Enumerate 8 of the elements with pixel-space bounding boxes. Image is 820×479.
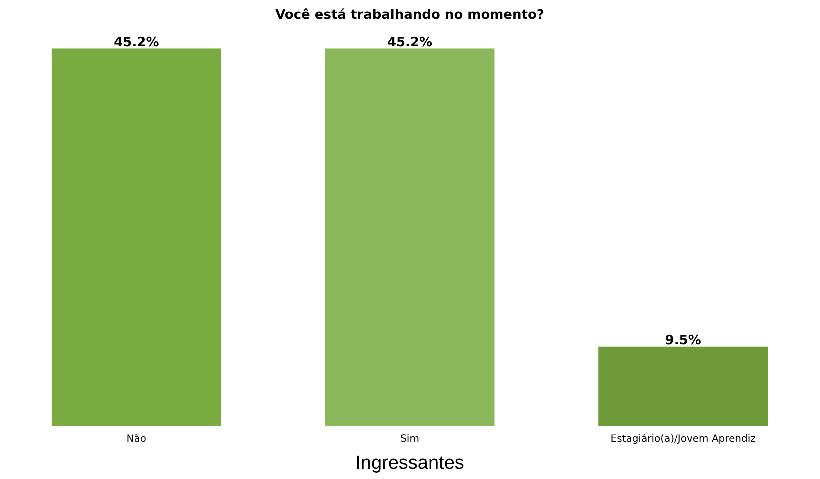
data-label: 45.2% bbox=[114, 35, 160, 50]
data-label: 45.2% bbox=[387, 35, 433, 50]
data-label: 9.5% bbox=[665, 334, 702, 349]
x-tick-label: Sim bbox=[400, 434, 420, 445]
chart-title: Você está trabalhando no momento? bbox=[276, 8, 544, 24]
x-tick-label: Estagiário(a)/Jovem Aprendiz bbox=[610, 434, 756, 445]
x-axis-title: Ingressantes bbox=[356, 452, 464, 474]
x-tick-label: Não bbox=[126, 434, 147, 445]
